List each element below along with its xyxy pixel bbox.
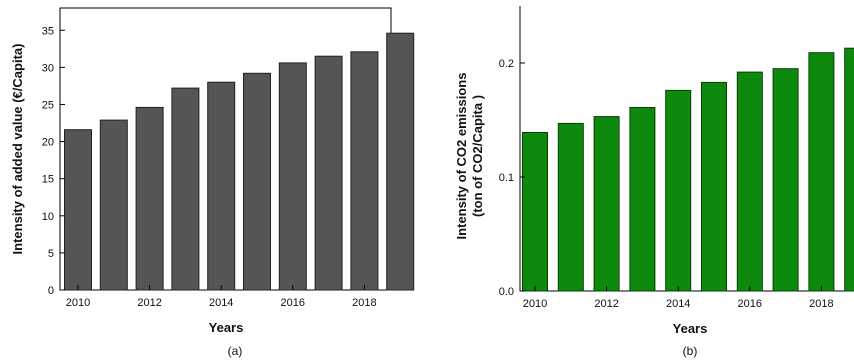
bar-a-2012 (135, 106, 164, 291)
y-tick-label-a: 10 (42, 211, 54, 223)
bar-b-2016 (736, 71, 763, 292)
bar-b-2011 (557, 122, 584, 292)
y-tick-label-a: 25 (42, 99, 54, 111)
panel-label-b: (b) (683, 344, 698, 358)
bar-b-2013 (629, 107, 656, 292)
x-tick-label-a: 2012 (137, 297, 161, 309)
bar-b-2012 (593, 116, 620, 292)
panel-label-a: (a) (228, 344, 243, 358)
x-tick-label-b: 2010 (523, 298, 547, 310)
x-axis-title-a: Years (209, 320, 244, 335)
chart-panel-b: 0.0 0.1 0.2 2010 2012 2014 2016 2018 Years Int… (454, 6, 854, 358)
bars-b (522, 47, 854, 292)
x-tick-label-a: 2016 (281, 297, 305, 309)
y-axis-title-b-line2: (ton of CO2/Capita ) (470, 95, 485, 217)
x-tick-label-a: 2014 (209, 297, 233, 309)
y-tick-label-a: 5 (48, 248, 54, 260)
bar-b-2014 (665, 89, 692, 292)
bar-a-2015 (243, 72, 271, 291)
y-tick-label-b: 0.1 (499, 172, 514, 184)
y-tick-label-a: 15 (42, 174, 54, 186)
y-axis-ticks-b: 0.0 0.1 0.2 (499, 58, 525, 298)
bar-a-2019 (386, 32, 415, 291)
bar-a-2013 (171, 87, 200, 291)
x-tick-label-b: 2014 (666, 298, 690, 310)
x-tick-label-b: 2012 (594, 298, 618, 310)
y-tick-label-b: 0.2 (499, 58, 514, 70)
bar-a-2016 (278, 62, 307, 291)
bar-a-2014 (207, 81, 236, 291)
y-tick-label-a: 0 (48, 285, 54, 297)
y-axis-title-b-line1: Intensity of CO2 emissions (454, 73, 469, 240)
bar-b-2015 (701, 81, 727, 292)
bar-a-2018 (350, 51, 379, 291)
bar-a-2011 (99, 119, 128, 291)
bar-b-2018 (808, 52, 835, 292)
x-axis-ticks-b: 2010 2012 2014 2016 2018 (523, 286, 834, 310)
y-tick-label-b: 0.0 (499, 286, 514, 298)
y-tick-label-a: 35 (42, 25, 54, 37)
bar-b-2017 (772, 68, 799, 292)
x-axis-ticks-a: 2010 2012 2014 2016 2018 (66, 285, 377, 309)
y-axis-title-a: Intensity of added value (€/Capita) (10, 44, 25, 255)
x-tick-label-b: 2016 (738, 298, 762, 310)
y-axis-ticks-a: 0 5 10 15 20 25 30 35 (42, 25, 65, 297)
bar-a-2017 (314, 55, 343, 291)
y-tick-label-a: 30 (42, 62, 54, 74)
x-axis-title-b: Years (673, 321, 708, 336)
x-tick-label-a: 2018 (352, 297, 376, 309)
bar-b-2010 (522, 132, 548, 292)
chart-panel-a: 0 5 10 15 20 25 30 35 2010 2012 2014 2016 2018 Year… (10, 7, 415, 358)
bars-a (64, 32, 415, 291)
y-tick-label-a: 20 (42, 137, 54, 149)
x-tick-label-b: 2018 (809, 298, 833, 310)
bar-b-2019 (844, 47, 854, 292)
bar-a-2010 (64, 129, 92, 291)
x-tick-label-a: 2010 (66, 297, 90, 309)
